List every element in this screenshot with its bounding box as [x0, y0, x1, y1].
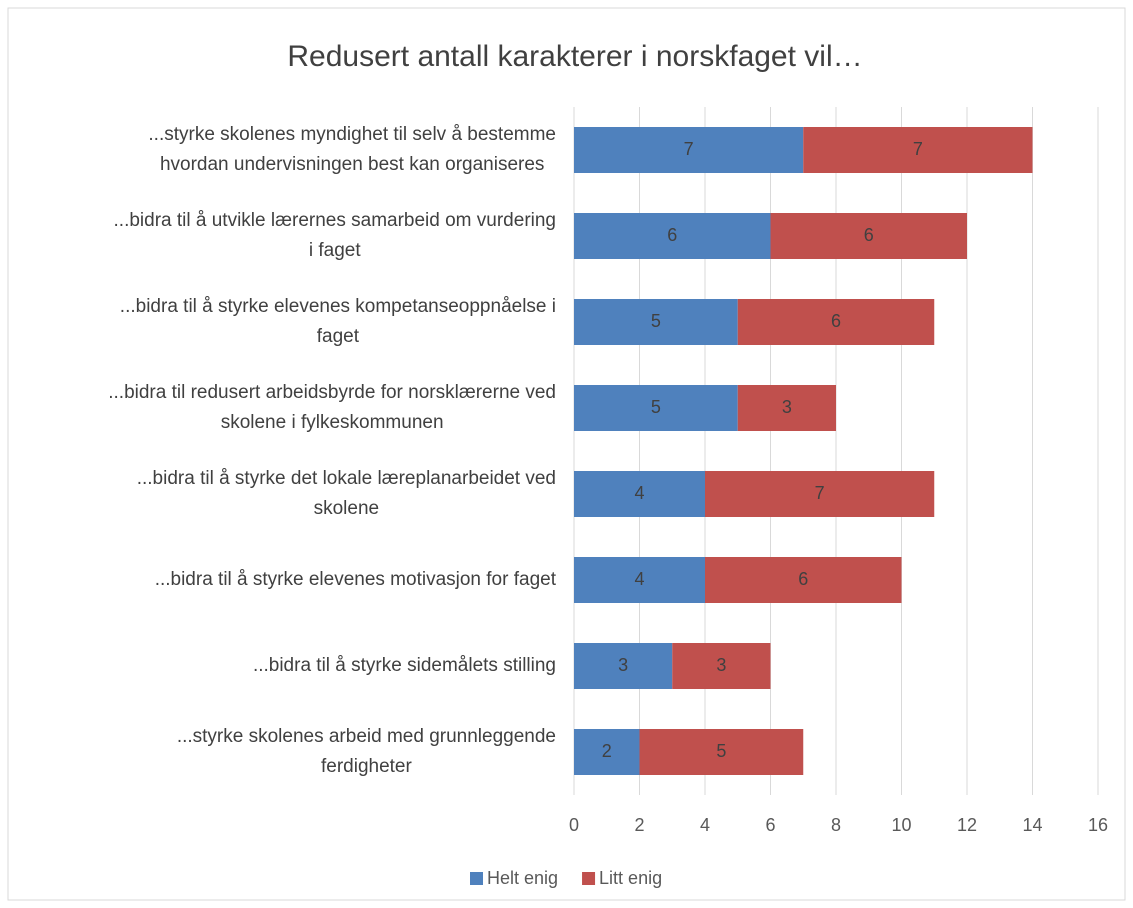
- category-label: ...bidra til å styrke elevenes motivasjo…: [155, 569, 557, 590]
- x-tick-label: 16: [1088, 815, 1108, 835]
- category-label: ...styrke skolenes arbeid med grunnlegge…: [177, 726, 556, 747]
- data-label: 6: [864, 225, 874, 245]
- data-label: 5: [651, 311, 661, 331]
- category-label: i faget: [309, 240, 361, 261]
- bar: [639, 729, 804, 775]
- x-tick-label: 12: [957, 815, 977, 835]
- bar: [803, 127, 1033, 173]
- data-label: 6: [667, 225, 677, 245]
- data-label: 7: [815, 483, 825, 503]
- category-label: ...bidra til redusert arbeidsbyrde for n…: [108, 382, 556, 403]
- data-label: 6: [831, 311, 841, 331]
- x-tick-label: 10: [891, 815, 911, 835]
- data-label: 3: [618, 655, 628, 675]
- x-tick-label: 0: [569, 815, 579, 835]
- bar: [705, 557, 902, 603]
- data-label: 3: [782, 397, 792, 417]
- bar: [672, 643, 771, 689]
- category-label: skolene i fylkeskommunen: [221, 412, 444, 433]
- data-label: 2: [602, 741, 612, 761]
- legend-label: Helt enig: [487, 868, 558, 888]
- bar: [574, 127, 804, 173]
- bar: [574, 729, 640, 775]
- category-label: ...bidra til å styrke sidemålets stillin…: [253, 655, 556, 676]
- bar: [574, 213, 771, 259]
- data-label: 6: [798, 569, 808, 589]
- bar: [737, 385, 836, 431]
- bar: [705, 471, 935, 517]
- data-label: 3: [716, 655, 726, 675]
- category-label: hvordan undervisningen best kan organise…: [160, 154, 544, 175]
- x-tick-label: 14: [1022, 815, 1042, 835]
- data-label: 5: [716, 741, 726, 761]
- data-label: 7: [913, 139, 923, 159]
- bar: [574, 385, 738, 431]
- category-label: ...styrke skolenes myndighet til selv å …: [148, 124, 556, 145]
- category-label: ...bidra til å styrke elevenes kompetans…: [120, 296, 556, 317]
- bar: [574, 299, 738, 345]
- x-tick-label: 8: [831, 815, 841, 835]
- bar: [770, 213, 967, 259]
- bar: [574, 557, 705, 603]
- category-label: skolene: [314, 498, 380, 519]
- x-tick-label: 6: [765, 815, 775, 835]
- data-label: 5: [651, 397, 661, 417]
- category-label: ...bidra til å utvikle lærernes samarbei…: [114, 210, 556, 231]
- legend-swatch: [470, 872, 483, 885]
- category-label: faget: [317, 326, 360, 347]
- x-tick-label: 2: [634, 815, 644, 835]
- data-label: 4: [634, 569, 644, 589]
- data-label: 4: [634, 483, 644, 503]
- bar: [574, 643, 673, 689]
- chart-title: Redusert antall karakterer i norskfaget …: [287, 40, 862, 73]
- legend-swatch: [582, 872, 596, 885]
- data-label: 7: [684, 139, 694, 159]
- bar: [737, 299, 935, 345]
- category-label: ...bidra til å styrke det lokale lærepla…: [137, 468, 556, 489]
- x-tick-label: 4: [700, 815, 710, 835]
- legend-label: Litt enig: [599, 868, 662, 888]
- bar: [574, 471, 705, 517]
- category-label: ferdigheter: [321, 756, 413, 777]
